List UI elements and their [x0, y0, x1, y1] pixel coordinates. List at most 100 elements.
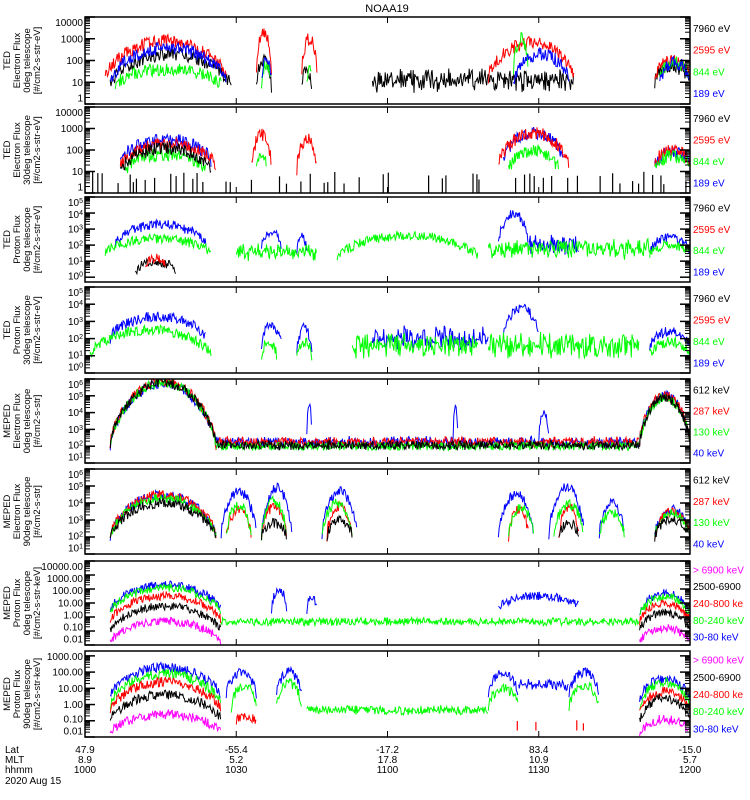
y-tick-label: 104	[68, 210, 83, 221]
series-blue-line	[109, 661, 221, 699]
y-tick-label: 105	[68, 198, 83, 209]
y-label-line: TED	[2, 230, 13, 249]
y-label-line: TED	[2, 320, 13, 339]
series-blue-line	[109, 311, 206, 344]
y-tick-label: 101	[68, 453, 83, 464]
series-black-line	[109, 46, 232, 87]
series-magenta-line	[109, 616, 222, 645]
series-black-line	[215, 438, 640, 452]
legend-blue: 40 keV	[693, 449, 724, 460]
y-axis-label: MEPED Proton Flux 0deg telescope [#/cm2-s-s…	[2, 567, 43, 639]
series-green-line	[104, 232, 212, 256]
y-tick-label: 100.00	[52, 586, 83, 597]
y-tick-label: 106	[68, 470, 83, 481]
x-tick-lat: -55.4	[225, 745, 248, 756]
series-magenta-line	[639, 714, 690, 737]
panel-2: 10000 1000 100 10 1 TED Electron Flux 30deg tel…	[2, 106, 731, 194]
legend-black: 2500-6900	[693, 673, 741, 684]
x-row-label: MLT	[5, 755, 24, 766]
legend-green: 80-240 keV	[693, 707, 744, 718]
series-black-line	[326, 514, 353, 542]
legend-green: 844 eV	[693, 246, 725, 257]
series-group	[104, 210, 690, 276]
y-tick-label: 103	[68, 516, 83, 527]
y-tick-label: 105	[68, 392, 83, 403]
series-blue-line	[296, 232, 308, 255]
y-tick-label: 103	[68, 317, 83, 328]
y-tick-label: 0.10	[64, 715, 84, 726]
series-red-line	[235, 713, 257, 725]
y-tick-label: 1000	[61, 124, 84, 135]
series-red-line	[109, 590, 222, 624]
series-blue-line	[261, 57, 272, 78]
series-red-line	[487, 36, 575, 84]
x-tick-mlt: 5.2	[229, 755, 243, 766]
series-red-line	[654, 143, 690, 167]
series-red-line	[225, 505, 252, 538]
series-red-line	[498, 127, 570, 168]
x-tick-hhmm: 1200	[679, 765, 702, 776]
series-green-line	[649, 336, 690, 356]
x-tick-hhmm: 1100	[377, 765, 399, 776]
series-black-line	[639, 393, 690, 447]
series-blue-line	[452, 404, 459, 441]
legend-red: 240-800 ke	[693, 690, 743, 701]
series-blue-line	[649, 327, 690, 351]
legend-red: 287 keV	[693, 407, 730, 418]
series-black-line	[109, 497, 217, 539]
y-label-line: [#/cm2-s-str]	[32, 485, 43, 538]
series-green-line	[114, 63, 222, 90]
series-blue-line	[261, 482, 293, 537]
y-tick-label: 10000	[55, 18, 83, 29]
series-green-line	[306, 64, 312, 82]
series-green-line	[306, 704, 489, 717]
y-label-line: 90deg telescope	[22, 477, 33, 547]
series-black-line	[261, 517, 287, 541]
y-axis-label: TED Proton Flux 30deg telescope [#/cm2-s-st…	[2, 295, 43, 365]
y-tick-label: 0.01	[64, 635, 84, 646]
y-tick-label: 10	[72, 78, 84, 89]
legend-green: 130 keV	[693, 518, 730, 529]
y-tick-label: 104	[68, 300, 83, 311]
y-label-line: MEPED	[2, 586, 13, 620]
series-green-line	[659, 56, 690, 78]
y-tick-label: 1000	[61, 34, 84, 45]
legend-black: 7960 eV	[693, 204, 731, 215]
series-green-line	[351, 332, 479, 359]
series-green-line	[276, 677, 302, 707]
y-tick-label: 102	[68, 241, 83, 252]
legend-green: 844 eV	[693, 337, 725, 348]
series-black-line	[639, 694, 690, 722]
y-tick-label: 1.00	[64, 700, 84, 711]
series-green-line	[89, 323, 212, 359]
x-tick-lat: -15.0	[679, 745, 702, 756]
x-tick-mlt: 17.8	[378, 755, 398, 766]
y-tick-label: 102	[68, 334, 83, 345]
y-axis-label: TED Electron Flux 30deg telescope [#/cm2-s-…	[2, 115, 43, 185]
series-red-line	[639, 599, 690, 626]
legend-red: 240-800 ke	[693, 599, 743, 610]
series-blue-line	[225, 667, 257, 699]
y-tick-label: 100.00	[52, 668, 83, 679]
y-label-line: TED	[2, 51, 13, 70]
series-green-line	[109, 583, 222, 614]
y-tick-label: 0.10	[64, 623, 84, 634]
x-tick-mlt: 10.9	[529, 755, 549, 766]
y-tick-label: 103	[68, 225, 83, 236]
series-green-line	[261, 339, 278, 360]
series-black-line	[109, 601, 222, 633]
series-black-line	[301, 65, 313, 89]
legend-blue: 30-80 keV	[693, 724, 739, 735]
series-green-line	[639, 676, 690, 710]
y-tick-label: 10	[72, 167, 84, 178]
legend-blue: 30-80 keV	[693, 633, 739, 644]
series-red-line	[558, 502, 580, 538]
y-tick-label: 101	[68, 351, 83, 362]
legend-red: 2595 eV	[693, 135, 731, 146]
panel-8: 1000.00 100.00 10.00 1.00 0.100.01 MEPED Proto…	[2, 650, 744, 738]
legend-green: 844 eV	[693, 157, 725, 168]
y-label-line: Electron Flux	[12, 33, 23, 89]
